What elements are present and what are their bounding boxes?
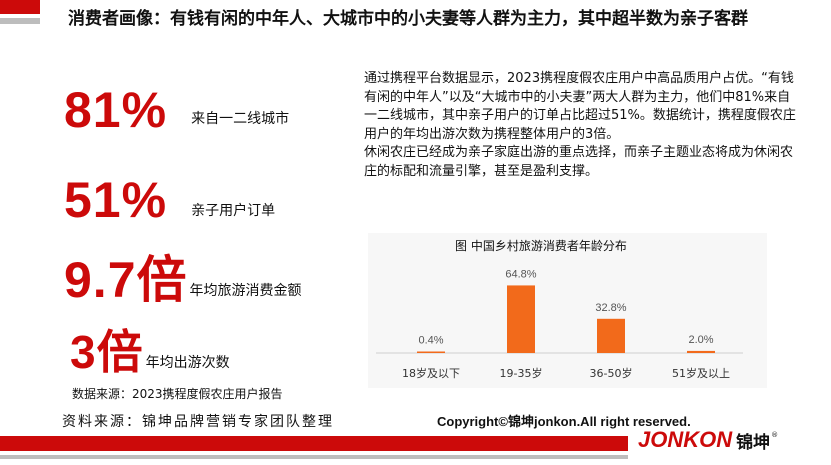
description-text: 通过携程平台数据显示，2023携程度假农庄用户中高品质用户占优。“有钱有闲的中年… — [364, 70, 796, 181]
x-tick-label-0: 18岁及以下 — [402, 366, 460, 380]
registered-mark: ® — [771, 431, 779, 439]
logo-chinese-name: 锦坤 — [736, 432, 771, 453]
x-tick-label-3: 51岁及以上 — [672, 366, 730, 380]
bar-1 — [507, 285, 535, 353]
brand-bar-top-red — [0, 0, 40, 14]
stat-block-trips: 3倍 年均出游次数 — [70, 328, 230, 376]
brand-bar-bottom-red — [0, 436, 628, 451]
x-tick-label-2: 36-50岁 — [590, 366, 633, 380]
brand-bar-bottom-grey — [0, 455, 628, 459]
copyright-text: Copyright©锦坤jonkon.All right reserved. — [437, 414, 691, 429]
stat-block-family: 51% 亲子用户订单 — [64, 174, 275, 226]
data-label-1: 64.8% — [505, 268, 536, 280]
data-source-note: 数据来源：2023携程度假农庄用户报告 — [72, 387, 283, 401]
data-label-3: 2.0% — [688, 334, 713, 346]
brand-bar-top-grey — [0, 18, 40, 24]
slide-title: 消费者画像：有钱有闲的中年人、大城市中的小夫妻等人群为主力，其中超半数为亲子客群 — [68, 9, 748, 29]
chart-panel — [368, 233, 767, 388]
jonkon-logo: JONKON 锦坤 ® — [638, 427, 778, 453]
bar-2 — [597, 318, 625, 353]
stat-block-city: 81% 来自一二线城市 — [64, 84, 289, 136]
description-paragraph: 休闲农庄已经成为亲子家庭出游的重点选择，而亲子主题业态将成为休闲农庄的标配和流量… — [364, 145, 794, 179]
stat-label: 年均出游次数 — [145, 355, 230, 371]
stat-label: 来自一二线城市 — [191, 111, 290, 127]
chart-title: 图 中国乡村旅游消费者年龄分布 — [455, 239, 627, 253]
bar-0 — [417, 351, 445, 353]
stat-label: 年均旅游消费金额 — [189, 283, 302, 299]
stat-label: 亲子用户订单 — [191, 203, 276, 219]
x-tick-label-1: 19-35岁 — [500, 366, 543, 380]
bar-3 — [687, 350, 715, 353]
stat-value: 81% — [64, 82, 168, 138]
stat-value: 9.7倍 — [64, 252, 188, 308]
data-label-0: 0.4% — [418, 335, 443, 347]
description-paragraph: 通过携程平台数据显示，2023携程度假农庄用户中高品质用户占优。“有钱有闲的中年… — [364, 71, 796, 142]
stat-value: 51% — [64, 172, 168, 228]
stat-value: 3倍 — [70, 326, 144, 378]
logo-wordmark: JONKON — [638, 427, 733, 452]
age-distribution-bar-chart: 0.4% 18岁及以下 64.8% 19-35岁 32.8% 36-50岁 2.0% 51岁及… — [376, 268, 743, 380]
stat-block-spending: 9.7倍 年均旅游消费金额 — [64, 254, 302, 306]
data-label-2: 32.8% — [595, 302, 626, 314]
footer-source: 资料来源：锦坤品牌营销专家团队整理 — [62, 414, 334, 430]
